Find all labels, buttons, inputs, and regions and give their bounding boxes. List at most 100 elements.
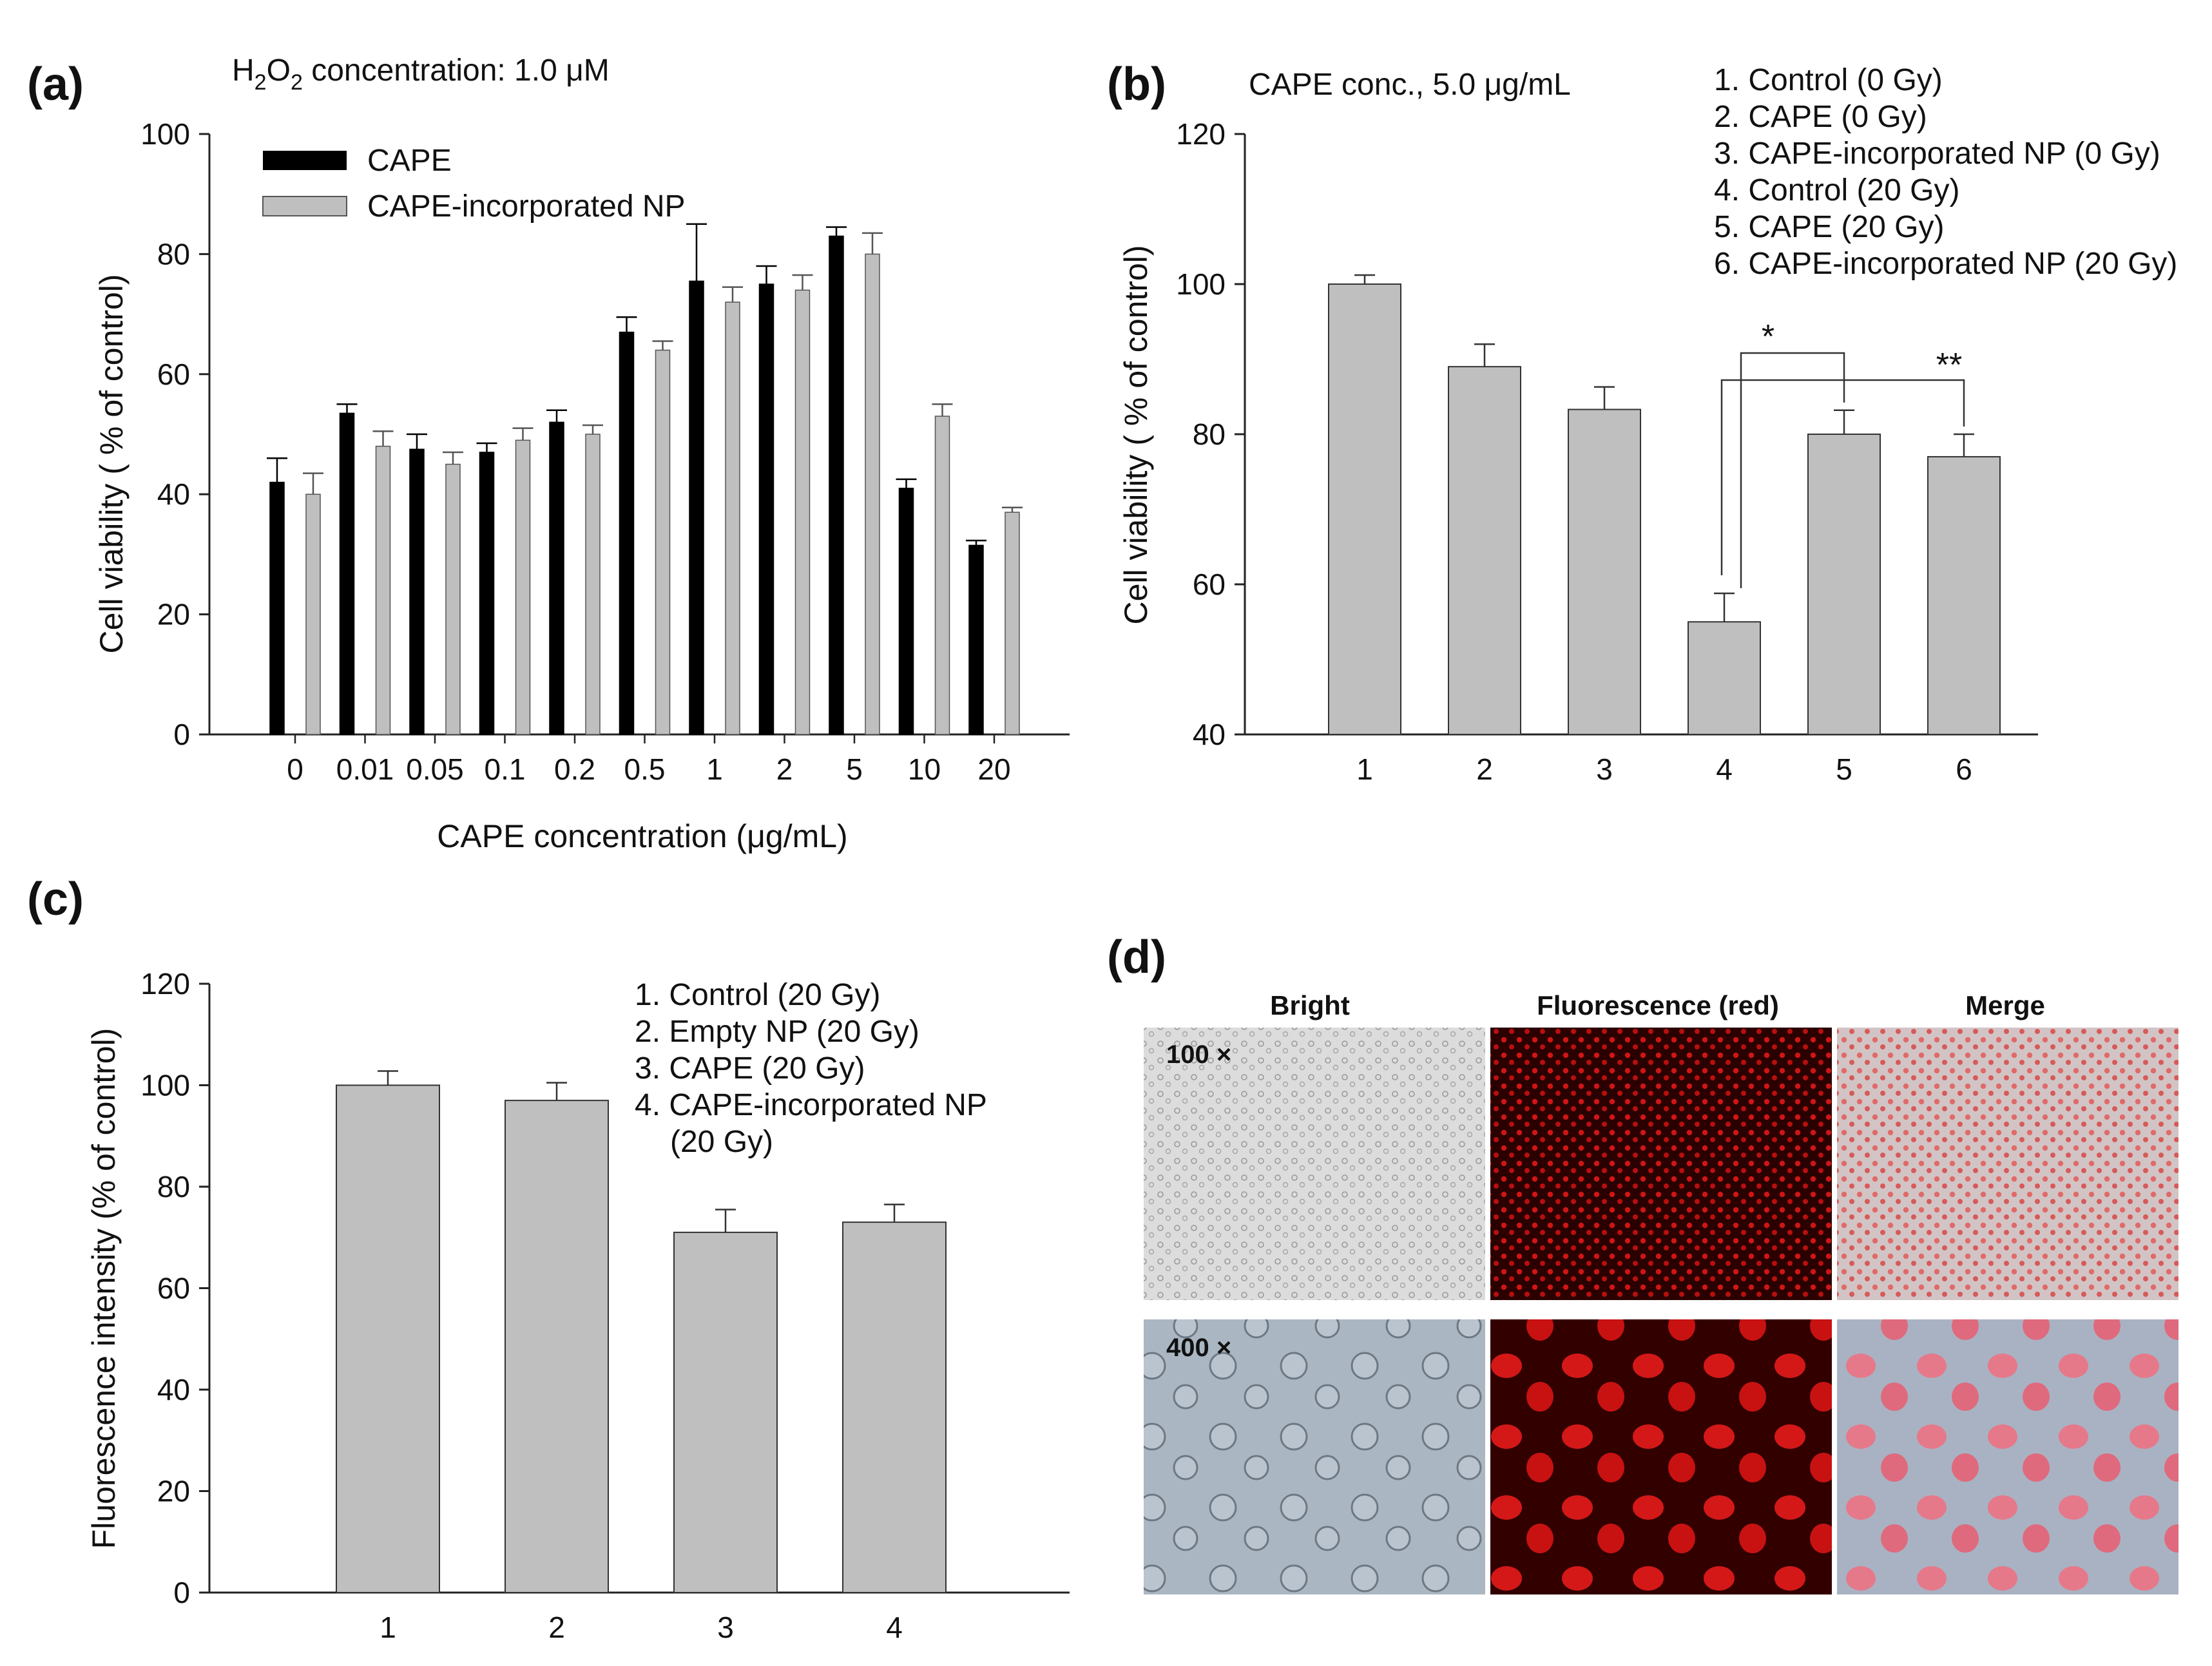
legend-swatch-np — [262, 196, 347, 216]
bar — [1448, 366, 1521, 735]
micrograph-merge-400x — [1837, 1319, 2178, 1594]
y-tick-label: 60 — [157, 358, 190, 391]
significance-star: ** — [1936, 347, 1962, 384]
y-tick-label: 80 — [1193, 417, 1226, 451]
bar-cape-np — [375, 445, 391, 735]
bar — [505, 1100, 609, 1593]
bar-cape — [339, 412, 355, 735]
x-tick-label: 0.2 — [554, 752, 595, 786]
bar-cape-np — [934, 416, 950, 735]
legend-item: 1. Control (0 Gy) — [1714, 63, 1943, 97]
panel-b: (b) CAPE conc., 5.0 μg/mL 40 60 80 100 120 1 2… — [1107, 59, 2177, 786]
y-tick-label: 120 — [1176, 117, 1226, 151]
panel-b-title: CAPE conc., 5.0 μg/mL — [1249, 68, 1571, 102]
panel-a-bars — [267, 223, 1023, 743]
y-tick-label: 80 — [157, 1170, 190, 1203]
x-tick-label: 0.1 — [485, 752, 526, 786]
panel-a: (a) H2O2 concentration: 1.0 μM 020406080… — [27, 53, 1070, 854]
micrograph-bright-400x — [1144, 1319, 1485, 1594]
panel-a-label: (a) — [27, 59, 84, 110]
y-tick-label: 100 — [1176, 267, 1226, 301]
legend-item: 4. Control (20 Gy) — [1714, 173, 1959, 207]
panel-a-y-label: Cell viability ( % of control) — [93, 274, 130, 653]
bar-cape — [968, 544, 984, 735]
legend-item: 3. CAPE (20 Gy) — [635, 1051, 865, 1086]
title-h: H — [232, 53, 255, 88]
bar — [1807, 434, 1881, 735]
panel-c-y-label: Fluorescence intensity (% of control) — [86, 1028, 122, 1549]
bar-cape-np — [865, 253, 880, 735]
bar-cape — [269, 481, 285, 735]
panel-b-label: (b) — [1107, 59, 1166, 110]
x-tick-label: 10 — [908, 752, 941, 786]
x-tick-label: 1 — [1356, 752, 1373, 786]
panel-a-legend: CAPE CAPE-incorporated NP — [262, 144, 686, 224]
x-tick-label: 0 — [287, 752, 303, 786]
x-tick-label: 3 — [717, 1611, 734, 1644]
y-tick-label: 60 — [1193, 568, 1226, 601]
micrograph-fluorescence-400x — [1490, 1319, 1832, 1594]
y-tick-label: 20 — [157, 598, 190, 631]
panel-b-bars — [1328, 274, 2001, 735]
legend-item: 2. CAPE (0 Gy) — [1714, 100, 1927, 134]
x-tick-label: 3 — [1596, 752, 1613, 786]
panel-c-label: (c) — [27, 874, 84, 925]
bar-cape — [829, 235, 844, 735]
micrograph-merge-100x — [1837, 1028, 2178, 1300]
bar — [336, 1084, 440, 1593]
legend-item: (20 Gy) — [670, 1125, 773, 1159]
column-header-fluorescence: Fluorescence (red) — [1537, 990, 1779, 1020]
legend-item: 4. CAPE-incorporated NP — [635, 1088, 987, 1122]
panel-d: (d) Bright Fluorescence (red) Merge 100 … — [1107, 932, 2178, 1594]
bar-cape — [898, 488, 914, 735]
bar-cape-np — [305, 493, 321, 735]
panel-a-x-label: CAPE concentration (μg/mL) — [437, 818, 847, 854]
significance-bracket — [1720, 379, 1965, 575]
bar-cape — [409, 448, 425, 735]
bar — [1568, 408, 1641, 735]
x-tick-label: 2 — [548, 1611, 565, 1644]
x-tick-label: 5 — [1836, 752, 1852, 786]
bar-cape-np — [445, 463, 461, 735]
x-tick-label: 4 — [886, 1611, 903, 1644]
legend-label-cape: CAPE — [367, 144, 452, 178]
micrograph-bright-100x — [1144, 1028, 1485, 1300]
x-tick-label: 2 — [776, 752, 793, 786]
y-tick-label: 20 — [157, 1475, 190, 1508]
bar — [673, 1231, 778, 1593]
x-tick-label: 4 — [1716, 752, 1733, 786]
title-rest: concentration: 1.0 μM — [303, 53, 610, 88]
title-o: O — [267, 53, 291, 88]
bar-cape-np — [515, 439, 531, 735]
panel-b-ticks: 40 60 80 100 120 1 2 3 4 5 6 — [1176, 117, 1972, 786]
legend-item: 6. CAPE-incorporated NP (20 Gy) — [1714, 247, 2177, 281]
magnification-label-400x: 400 × — [1166, 1334, 1231, 1362]
x-tick-label: 5 — [846, 752, 863, 786]
y-tick-label: 120 — [140, 967, 190, 1001]
x-tick-label: 0.01 — [336, 752, 394, 786]
bar-cape — [479, 452, 495, 735]
bar-cape — [758, 283, 774, 735]
bar-cape — [549, 421, 564, 735]
x-tick-label: 1 — [706, 752, 723, 786]
bar — [1927, 455, 2001, 735]
bar — [1328, 283, 1401, 735]
panel-b-significance: *** — [1720, 318, 1965, 588]
panel-a-title: H2O2 concentration: 1.0 μM — [232, 53, 610, 95]
magnification-label-100x: 100 × — [1166, 1040, 1231, 1069]
bar-cape-np — [585, 434, 601, 735]
bar — [842, 1221, 947, 1593]
bar — [1688, 621, 1761, 735]
x-tick-label: 2 — [1476, 752, 1493, 786]
legend-item: 5. CAPE (20 Gy) — [1714, 210, 1944, 244]
y-tick-label: 40 — [157, 1373, 190, 1406]
x-tick-label: 0.5 — [624, 752, 666, 786]
legend-label-np: CAPE-incorporated NP — [367, 189, 686, 224]
legend-item: 2. Empty NP (20 Gy) — [635, 1015, 919, 1049]
bar-cape-np — [794, 289, 811, 735]
panel-c-legend: 1. Control (20 Gy) 2. Empty NP (20 Gy) 3… — [635, 978, 987, 1159]
x-tick-label: 20 — [977, 752, 1010, 786]
bar-cape-np — [725, 302, 740, 735]
title-sub-1: 2 — [255, 70, 267, 95]
